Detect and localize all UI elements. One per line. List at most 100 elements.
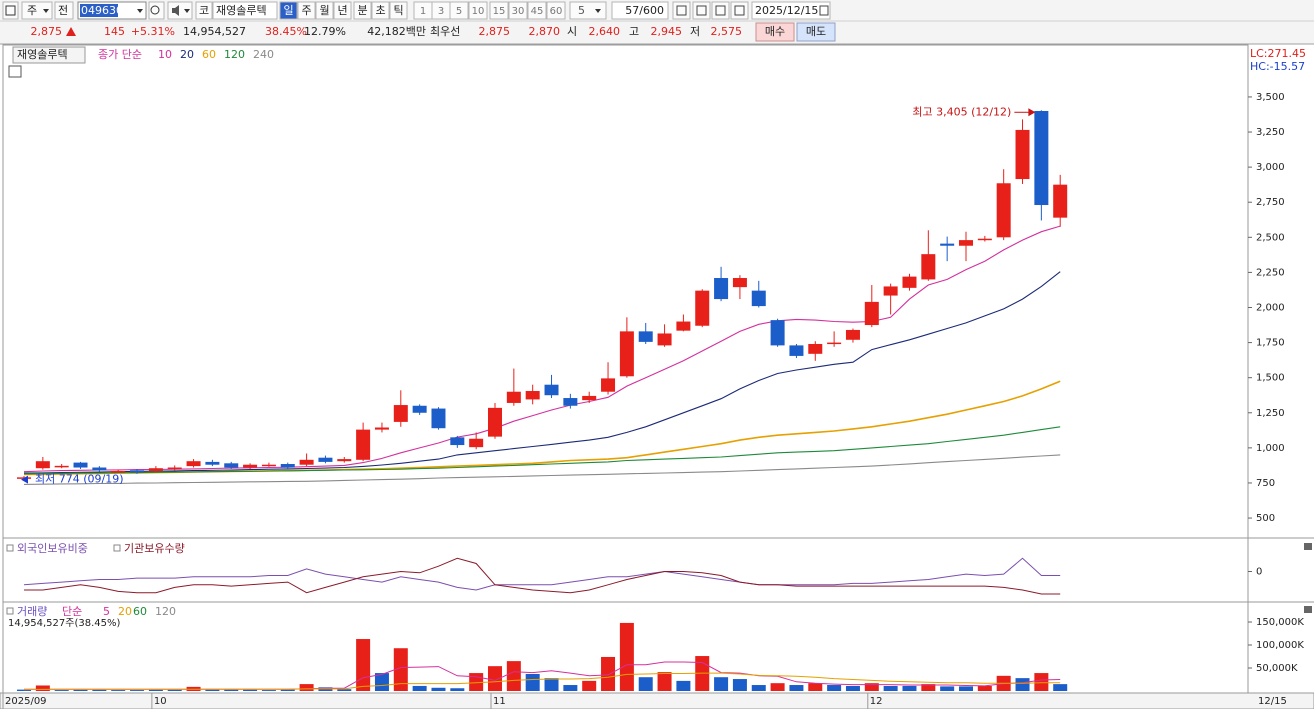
volume-bar <box>280 689 295 691</box>
legend-entry: 20 <box>180 48 194 61</box>
y-tick-label: 100,000K <box>1256 640 1304 651</box>
candle-body <box>996 183 1011 238</box>
period-button[interactable] <box>297 1 316 20</box>
tool-icon <box>676 5 687 16</box>
interval-button[interactable] <box>489 1 509 20</box>
legend-entry: 20 <box>118 605 132 618</box>
panel-close[interactable] <box>1304 543 1312 550</box>
volume-bar <box>431 687 446 691</box>
candle-body <box>695 290 710 326</box>
y-tick-label: 750 <box>1256 478 1275 489</box>
period: 년 <box>337 4 347 17</box>
x-tick-label: 2025/09 <box>5 696 47 707</box>
period-button[interactable] <box>279 1 298 20</box>
interval: 60 <box>550 6 563 17</box>
quote-field: 최우선 <box>430 25 460 38</box>
period: 틱 <box>393 4 403 17</box>
period-button[interactable] <box>333 1 352 20</box>
panel-close[interactable] <box>1304 606 1312 613</box>
volume-bar <box>17 689 31 691</box>
quote-field: 시 <box>567 25 577 38</box>
y-tick-label: 3,250 <box>1256 127 1285 138</box>
button[interactable] <box>2 1 19 20</box>
speaker-icon <box>172 5 179 16</box>
volume-bar <box>243 689 258 691</box>
interval-button[interactable] <box>449 1 469 20</box>
period-button[interactable] <box>315 1 334 20</box>
button[interactable] <box>21 1 53 20</box>
tool-button[interactable] <box>730 1 749 20</box>
volume-bar <box>714 677 729 691</box>
period-button[interactable] <box>389 1 408 20</box>
x-tick-label: 11 <box>493 696 506 707</box>
legend-entry: 120 <box>224 48 245 61</box>
interval-button[interactable] <box>527 1 547 20</box>
interval: 10 <box>472 6 485 17</box>
legend-entry: 기관보유수량 <box>124 542 185 555</box>
candle-body <box>1053 184 1068 218</box>
interval: 15 <box>493 6 506 17</box>
legend-ma-label: 종가 단순 <box>98 48 142 61</box>
candle-body <box>751 290 766 307</box>
tool-icon <box>715 5 726 16</box>
quote-field: 2,875 <box>31 25 63 38</box>
candle-body <box>921 254 936 280</box>
button[interactable] <box>167 1 193 20</box>
tool-button[interactable] <box>672 1 691 20</box>
button[interactable] <box>569 1 607 20</box>
period-button[interactable] <box>353 1 372 20</box>
quote-field: 2,945 <box>651 25 683 38</box>
candle-body <box>261 464 276 467</box>
interval-button[interactable] <box>546 1 566 20</box>
grid-icon[interactable] <box>8 65 22 78</box>
candle-body <box>299 459 314 465</box>
y-tick-label: 150,000K <box>1256 617 1304 628</box>
button[interactable] <box>195 1 213 20</box>
candle-body <box>657 333 672 346</box>
volume-bar <box>506 661 521 691</box>
button[interactable] <box>54 1 74 20</box>
y-tick-label: 500 <box>1256 513 1275 524</box>
y-tick-label: 50,000K <box>1256 663 1298 674</box>
interval-button[interactable] <box>468 1 488 20</box>
legend-name-box <box>12 46 86 64</box>
name-box[interactable] <box>212 1 278 20</box>
volume-bar <box>959 686 973 691</box>
tool-button[interactable] <box>692 1 711 20</box>
volume-bar <box>864 683 879 691</box>
interval-button[interactable] <box>508 1 528 20</box>
dropdown-arrow <box>184 9 190 13</box>
code: 049630 <box>81 4 123 17</box>
y-tick-label: 1,500 <box>1256 373 1285 384</box>
candle-body <box>148 468 163 472</box>
series-line <box>23 672 1061 691</box>
sell-button[interactable] <box>796 22 836 42</box>
annotation-arrowhead <box>21 475 28 484</box>
volume-label: 14,954,527주(38.45%) <box>8 618 120 629</box>
volume-bar <box>299 684 314 691</box>
date-box[interactable] <box>751 1 831 20</box>
y-tick-label: 2,250 <box>1256 267 1285 278</box>
candle-body <box>582 395 597 401</box>
volume-bar <box>261 690 276 691</box>
tool-button[interactable] <box>711 1 730 20</box>
period-type: 주 <box>27 4 37 17</box>
period-button[interactable] <box>371 1 390 20</box>
calendar-icon <box>819 5 829 16</box>
legend-icon <box>6 544 14 552</box>
volume-bar <box>751 685 766 691</box>
legend-entry: 120 <box>155 605 176 618</box>
legend-icon <box>6 607 14 615</box>
candle-body <box>243 464 258 468</box>
candle-body <box>92 467 107 471</box>
buy-button[interactable] <box>755 22 795 42</box>
candle-body <box>374 427 389 430</box>
candle-body <box>902 276 917 288</box>
search-icon <box>150 5 160 15</box>
candle-body <box>732 278 747 288</box>
series-line <box>23 557 1061 591</box>
sell-label: 매도 <box>806 25 826 38</box>
candle-body <box>73 462 88 468</box>
period: 초 <box>375 4 385 17</box>
